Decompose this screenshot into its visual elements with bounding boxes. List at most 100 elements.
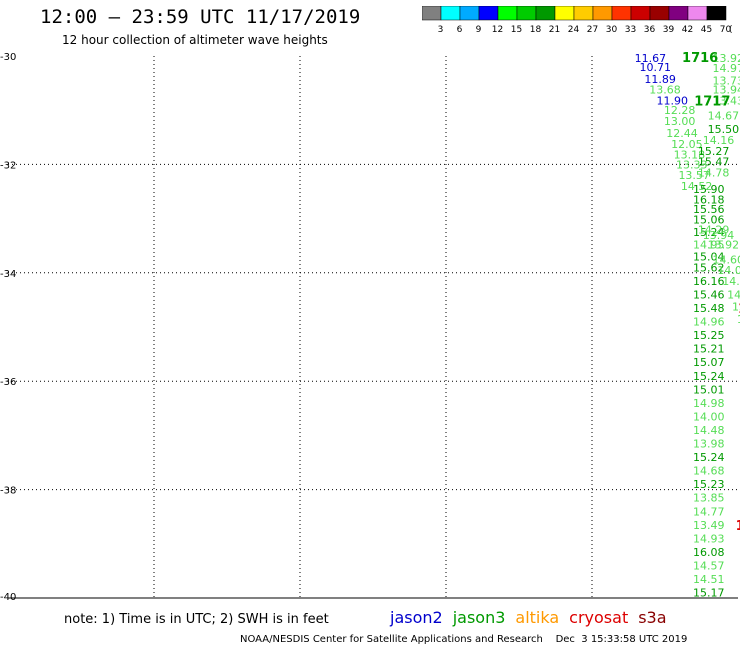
wave-height-point: 15.07	[693, 356, 725, 369]
scale-label: 45	[701, 25, 712, 35]
scale-label: 15	[511, 25, 522, 35]
wave-height-point: 14.57	[693, 559, 725, 572]
wave-height-point: 13.68	[649, 84, 681, 97]
legend-s3a: s3a	[638, 608, 667, 627]
wave-height-point: 14.08	[717, 264, 740, 277]
wave-height-point: 14.51	[693, 573, 725, 586]
wave-height-point: 15.48	[693, 302, 725, 315]
wave-height-point: 14.93	[693, 532, 725, 545]
y-tick-label: -38	[0, 486, 16, 497]
wave-height-point: 16.16	[693, 275, 725, 288]
scale-label: 12	[492, 25, 503, 35]
wave-height-point: 13.18	[674, 149, 706, 162]
legend-jason3: jason3	[452, 608, 506, 627]
wave-height-point: 14.98	[693, 397, 725, 410]
wave-height-point: 13.94	[713, 84, 740, 97]
wave-height-point: 15.01	[693, 383, 725, 396]
scale-label: 24	[568, 25, 580, 35]
wave-height-point: 11.67	[635, 52, 667, 65]
page-subtitle: 12 hour collection of altimeter wave hei…	[62, 33, 328, 47]
scale-label: 21	[549, 25, 560, 35]
y-tick-label: -36	[0, 377, 16, 388]
wave-height-point: 16.18	[693, 194, 725, 207]
scale-label: 36	[644, 25, 656, 35]
wave-height-point: 15.56	[693, 203, 725, 216]
scale-label: 6	[457, 25, 463, 35]
wave-height-point: 13.77	[737, 313, 740, 326]
footer-note: note: 1) Time is in UTC; 2) SWH is in fe…	[64, 612, 329, 627]
wave-height-point: 14.97	[713, 62, 740, 75]
wave-height-point: 11.89	[644, 73, 676, 86]
wave-height-point: 15.46	[693, 288, 725, 301]
wave-height-point: 15.90	[693, 183, 725, 196]
wave-height-point: 13.92	[708, 239, 740, 252]
wave-height-point: 12.44	[666, 127, 698, 140]
wave-height-point: 14.05	[727, 288, 740, 301]
wave-height-point: 15.24	[693, 226, 725, 239]
y-tick-label: -30	[0, 52, 16, 63]
wave-height-point: 14.67	[708, 110, 740, 123]
wave-height-point: 13.33	[676, 158, 708, 171]
wave-height-point: 13.00	[664, 115, 696, 128]
scale-label: 27	[587, 25, 598, 35]
wave-height-point: 14.29	[698, 223, 730, 236]
wave-height-point: 13.98	[693, 438, 725, 451]
time-annotation: 1716	[682, 51, 718, 66]
satellite-legend: jason2 jason3 altika cryosat s3a	[390, 608, 677, 627]
wave-height-point: 15.06	[693, 214, 725, 227]
scale-label: 33	[625, 25, 636, 35]
time-annotation: 1717	[694, 94, 730, 109]
legend-jason2: jason2	[390, 608, 443, 627]
wave-height-point: 15.27	[698, 145, 730, 158]
wave-height-point: 13.94	[703, 229, 735, 242]
wave-height-point: 14.00	[693, 410, 725, 423]
y-tick-label: -40	[0, 592, 16, 600]
wave-height-point: 13.82	[732, 300, 740, 313]
scale-label: 39	[663, 25, 675, 35]
wave-height-point: 14.16	[703, 134, 735, 147]
wave-height-point: 14.48	[693, 424, 725, 437]
legend-altika: altika	[515, 608, 560, 627]
wave-height-point: 14.52	[681, 180, 713, 193]
wave-height-point: 16.08	[693, 546, 725, 559]
wave-height-point: 13.43	[713, 94, 740, 107]
wave-height-point: 13.92	[713, 52, 740, 65]
wave-height-point: 14.77	[693, 505, 725, 518]
scale-label: 9	[476, 25, 482, 35]
wave-height-point: 11.90	[657, 94, 689, 107]
wave-height-point: 15.17	[693, 587, 725, 600]
color-scale	[421, 5, 732, 26]
wave-height-point: 15.62	[693, 261, 725, 274]
wave-height-point: 15.47	[698, 156, 730, 169]
wave-height-chart: -45-42-39-36-33-30-30-32-34-36-38-4011.6…	[0, 51, 740, 600]
scale-swatch	[706, 5, 727, 21]
wave-height-point: 12.05	[671, 138, 703, 151]
wave-height-point: 13.49	[693, 519, 725, 532]
wave-height-point: 15.04	[693, 251, 725, 264]
wave-height-point: 13.73	[713, 74, 740, 87]
wave-height-point: 15.50	[708, 123, 740, 136]
wave-height-point: 14.96	[693, 316, 725, 329]
wave-height-point: 14.02	[722, 275, 740, 288]
scale-label: 30	[606, 25, 618, 35]
color-scale-bar	[421, 5, 727, 21]
wave-height-point: 15.25	[693, 329, 725, 342]
footer-credit: NOAA/NESDIS Center for Satellite Applica…	[240, 634, 688, 645]
legend-cryosat: cryosat	[569, 608, 629, 627]
scale-label: 70	[720, 25, 732, 35]
wave-height-point: 14.60	[713, 253, 740, 266]
wave-height-point: 15.24	[693, 370, 725, 383]
scale-label: 3	[438, 25, 444, 35]
time-annotation: 1405	[738, 302, 740, 317]
page-title: 12:00 — 23:59 UTC 11/17/2019	[40, 6, 361, 28]
wave-height-point: 12.28	[664, 104, 696, 117]
wave-height-point: 15.24	[693, 451, 725, 464]
wave-height-point: 13.85	[693, 492, 725, 505]
y-tick-label: -34	[0, 269, 16, 280]
scale-label: 18	[530, 25, 542, 35]
wave-height-point: 15.23	[693, 478, 725, 491]
wave-height-point: 14.78	[698, 167, 730, 180]
wave-height-point: 14.68	[693, 465, 725, 478]
wave-height-point: 14.95	[693, 239, 725, 252]
